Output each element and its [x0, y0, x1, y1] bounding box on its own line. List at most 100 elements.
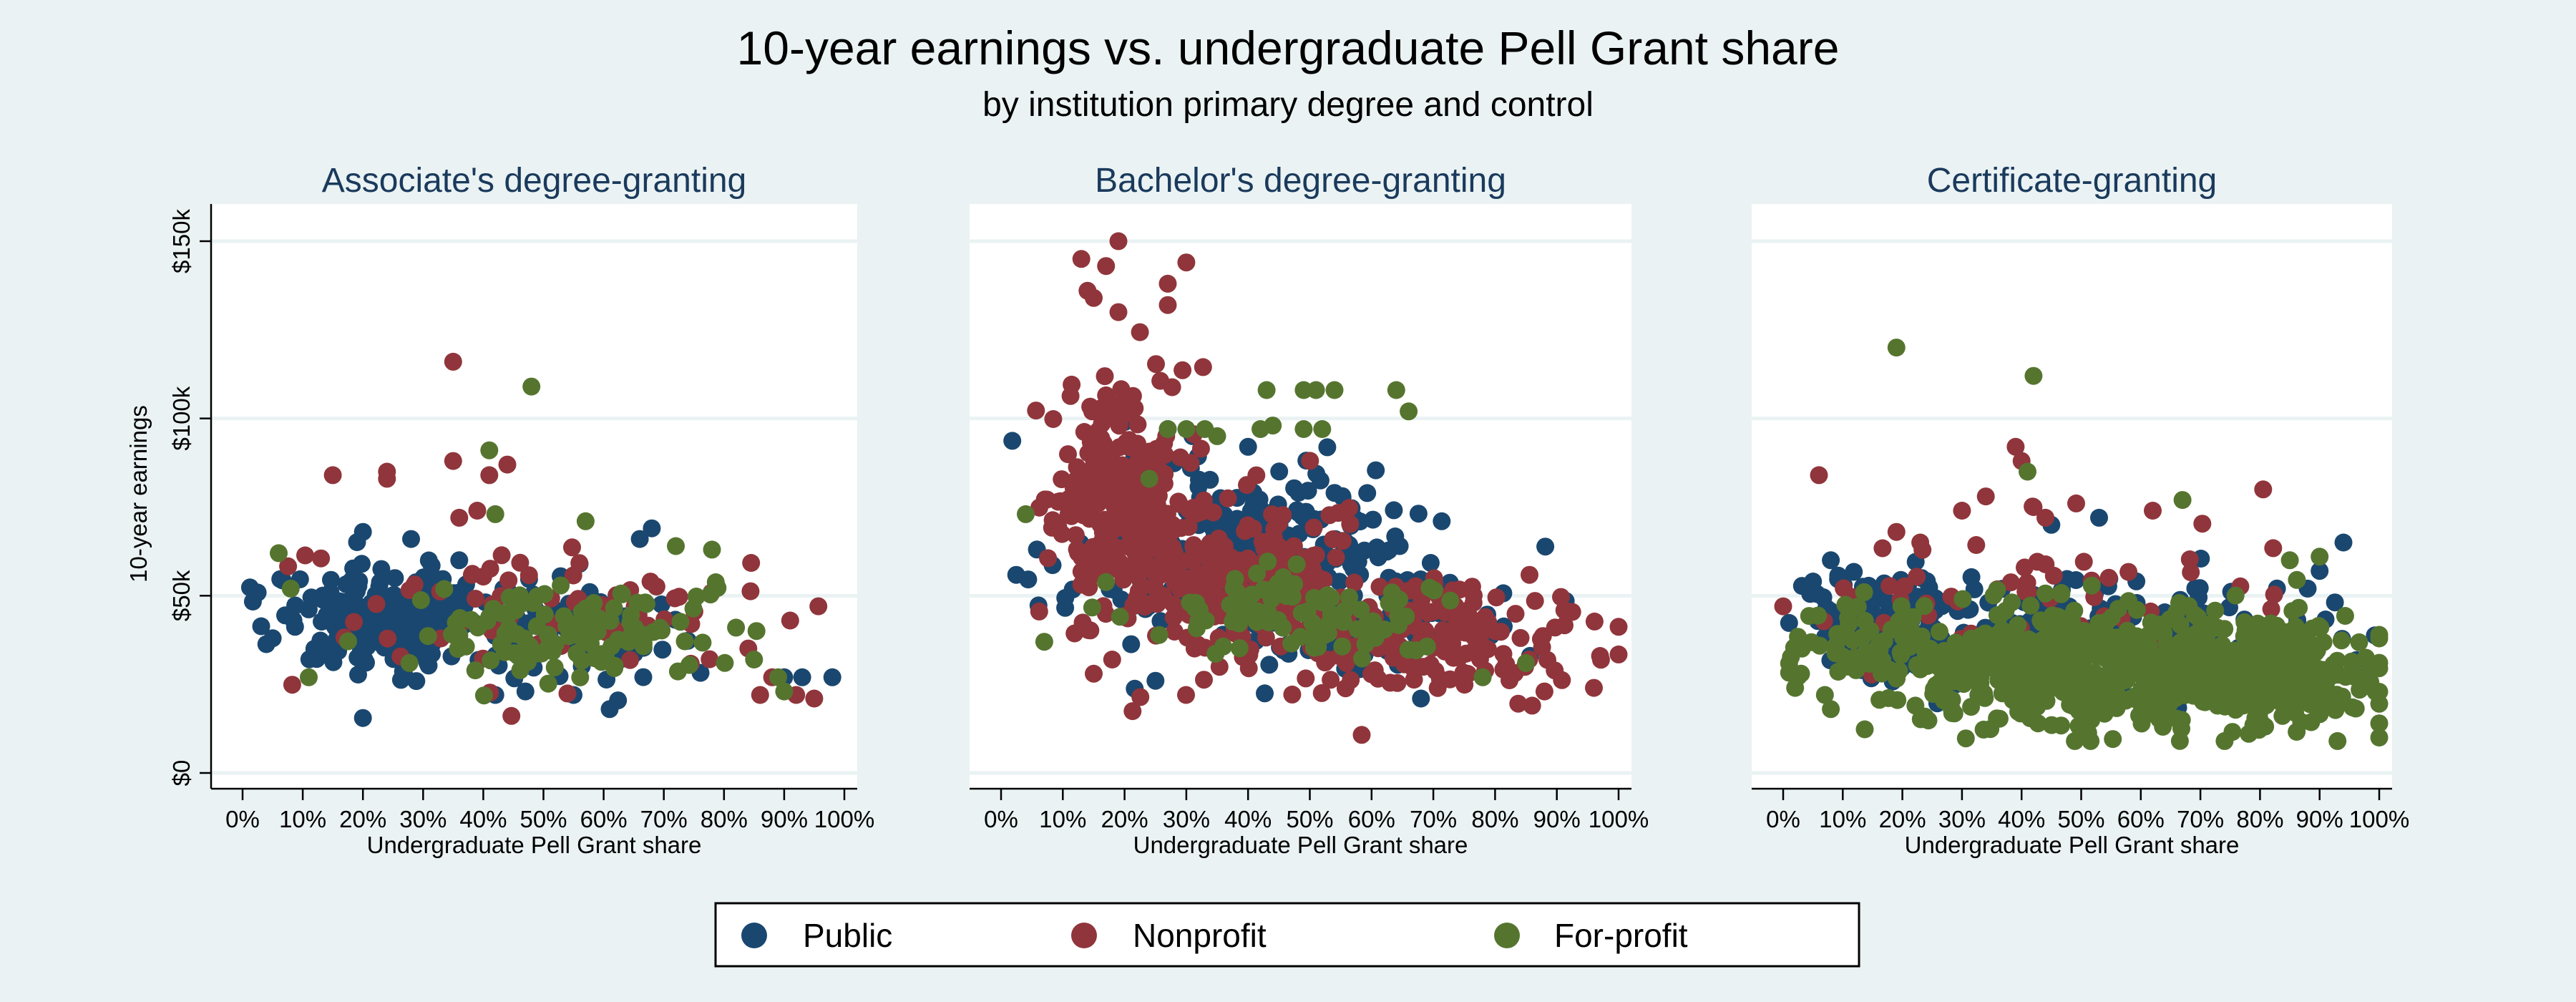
point-for-profit	[528, 587, 547, 605]
point-for-profit	[693, 633, 712, 652]
point-nonprofit	[1247, 466, 1266, 485]
point-for-profit	[1971, 674, 1990, 693]
point-nonprofit	[1151, 371, 1170, 390]
point-nonprofit	[2001, 573, 2020, 592]
x-tick-label: 50%	[2057, 806, 2104, 832]
point-nonprofit	[1555, 601, 1574, 620]
point-nonprofit	[701, 650, 719, 668]
point-for-profit	[2016, 677, 2034, 696]
point-for-profit	[1274, 618, 1292, 637]
point-public	[386, 569, 404, 588]
point-for-profit	[1931, 623, 1948, 641]
point-for-profit	[1873, 660, 1891, 678]
point-for-profit	[2127, 600, 2146, 619]
point-for-profit	[1158, 420, 1177, 438]
point-nonprofit	[296, 546, 314, 565]
point-nonprofit	[1181, 454, 1200, 472]
point-nonprofit	[1206, 586, 1225, 605]
point-for-profit	[1953, 590, 1972, 608]
panel-title: Bachelor's degree-granting	[1095, 162, 1506, 200]
point-for-profit	[2370, 659, 2389, 678]
point-nonprofit	[444, 352, 462, 371]
point-public	[2334, 533, 2353, 552]
point-for-profit	[2089, 647, 2108, 666]
point-for-profit	[2309, 617, 2328, 635]
point-for-profit	[2167, 709, 2186, 728]
point-nonprofit	[1215, 537, 1234, 555]
point-for-profit	[2252, 713, 2270, 731]
point-for-profit	[2030, 681, 2049, 700]
point-nonprofit	[1304, 518, 1323, 537]
point-nonprofit	[379, 629, 397, 648]
point-for-profit	[2208, 696, 2227, 715]
point-public	[395, 631, 414, 650]
point-nonprofit	[2180, 550, 2199, 568]
point-public	[450, 551, 469, 570]
x-tick-label: 30%	[399, 806, 447, 832]
point-nonprofit	[1096, 367, 1114, 386]
point-for-profit	[2061, 696, 2079, 714]
point-for-profit	[2082, 576, 2101, 595]
point-for-profit	[1348, 620, 1367, 638]
point-for-profit	[1017, 505, 1035, 523]
point-for-profit	[684, 599, 703, 618]
point-nonprofit	[1189, 636, 1207, 654]
point-nonprofit	[1147, 355, 1165, 374]
point-for-profit	[2037, 666, 2056, 684]
point-for-profit	[651, 618, 670, 637]
point-for-profit	[1911, 660, 1930, 678]
point-nonprofit	[1531, 630, 1550, 648]
point-public	[1270, 462, 1289, 481]
point-for-profit	[2018, 632, 2036, 651]
x-tick-label: 90%	[761, 806, 808, 832]
point-for-profit	[571, 668, 590, 686]
point-public	[1920, 578, 1938, 597]
point-nonprofit	[2264, 539, 2283, 558]
point-public	[1256, 684, 1274, 703]
point-for-profit	[1313, 420, 1332, 438]
point-nonprofit	[570, 554, 589, 573]
point-for-profit	[2222, 655, 2240, 673]
point-public	[1536, 538, 1555, 556]
point-for-profit	[1810, 636, 1829, 655]
point-for-profit	[1264, 417, 1282, 435]
point-for-profit	[2021, 596, 2040, 615]
y-tick-label: $50k	[168, 570, 195, 621]
legend-marker-public	[741, 923, 767, 948]
point-nonprofit	[1297, 669, 1315, 688]
point-nonprofit	[1089, 422, 1108, 440]
y-axis-title: 10-year earnings	[125, 405, 152, 583]
point-for-profit	[1887, 619, 1906, 638]
point-nonprofit	[1333, 532, 1352, 550]
point-public	[2311, 562, 2329, 580]
x-tick-label: 90%	[1533, 806, 1581, 832]
point-nonprofit	[1244, 520, 1262, 538]
point-public	[653, 641, 672, 659]
point-for-profit	[601, 612, 620, 631]
point-nonprofit	[1109, 232, 1128, 250]
x-tick-label: 60%	[580, 806, 628, 832]
point-nonprofit	[1170, 495, 1189, 513]
point-for-profit	[2009, 616, 2027, 634]
point-nonprofit	[2016, 558, 2034, 577]
point-nonprofit	[2067, 494, 2085, 512]
point-public	[407, 672, 426, 691]
point-public	[1122, 635, 1141, 653]
point-for-profit	[1364, 612, 1382, 631]
point-for-profit	[602, 637, 620, 656]
point-for-profit	[2106, 656, 2124, 675]
point-for-profit	[474, 686, 493, 705]
legend-label-nonprofit: Nonprofit	[1133, 917, 1267, 954]
point-for-profit	[612, 584, 630, 603]
point-for-profit	[2104, 730, 2122, 749]
point-for-profit	[1298, 602, 1317, 621]
point-for-profit	[1111, 608, 1129, 626]
point-nonprofit	[1342, 671, 1360, 689]
point-nonprofit	[1143, 560, 1162, 579]
point-for-profit	[1949, 661, 1968, 679]
point-nonprofit	[283, 676, 301, 694]
point-for-profit	[1400, 402, 1418, 421]
x-tick-label: 70%	[640, 806, 688, 832]
x-tick-label: 50%	[1286, 806, 1333, 832]
point-for-profit	[2041, 646, 2059, 664]
